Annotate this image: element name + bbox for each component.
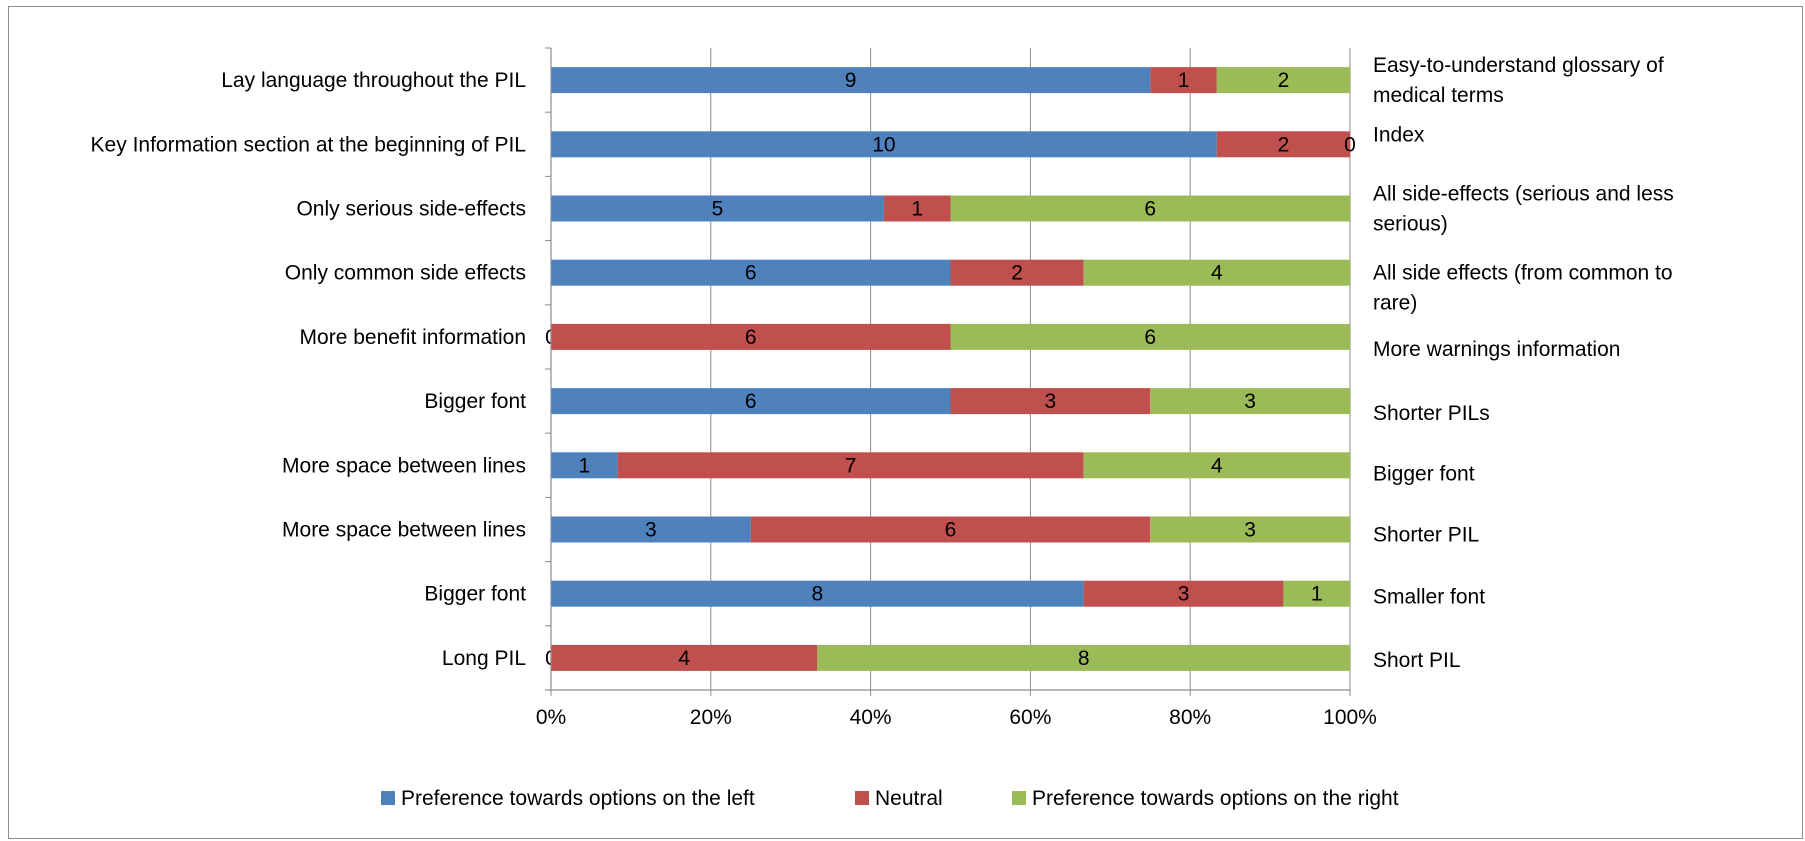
data-label: 8 — [811, 583, 823, 606]
data-label: 4 — [1211, 262, 1223, 285]
x-tick-label: 80% — [1169, 706, 1211, 729]
data-label: 4 — [678, 647, 690, 670]
bar-segment — [617, 452, 1084, 479]
bar-segment — [551, 131, 1217, 158]
right-option-label: Index — [1373, 123, 1425, 146]
data-label: 2 — [1011, 262, 1023, 285]
legend-label: Preference towards options on the left — [401, 787, 755, 810]
data-label: 3 — [1178, 583, 1190, 606]
data-label: 5 — [712, 198, 724, 221]
bar-segment — [1216, 131, 1350, 158]
data-label: 6 — [745, 390, 757, 413]
data-label: 6 — [745, 326, 757, 349]
right-labels: Easy-to-understand glossary of medical te… — [1373, 54, 1674, 672]
data-label: 1 — [578, 454, 590, 477]
bar-segment — [551, 580, 1084, 607]
data-label: 6 — [945, 519, 957, 542]
bar-segment — [950, 388, 1151, 415]
data-label: 1 — [1311, 583, 1323, 606]
data-label: 4 — [1211, 454, 1223, 477]
bar-segment — [750, 516, 1151, 543]
data-label: 6 — [745, 262, 757, 285]
left-option-label: More space between lines — [282, 454, 526, 477]
data-label: 2 — [1278, 133, 1290, 156]
data-label: 3 — [645, 519, 657, 542]
legend-swatch — [855, 791, 869, 805]
left-labels: Lay language throughout the PIL Key Infor… — [91, 69, 527, 670]
x-tick-label: 40% — [850, 706, 892, 729]
axes — [545, 47, 1351, 696]
data-label: 6 — [1144, 198, 1156, 221]
bar-segment — [551, 388, 951, 415]
right-option-label: Easy-to-understand glossary of medical te… — [1373, 54, 1664, 107]
right-option-label: All side effects (from common to rare) — [1373, 262, 1673, 315]
right-option-label: All side-effects (serious and less seriou… — [1373, 183, 1674, 236]
bar-segment — [817, 644, 1350, 671]
left-option-label: Key Information section at the beginning… — [91, 133, 526, 156]
data-label: 2 — [1278, 69, 1290, 92]
right-option-label: More warnings information — [1373, 338, 1620, 361]
right-option-label: Shorter PIL — [1373, 524, 1479, 547]
bar-segment — [1083, 259, 1350, 286]
legend: Preference towards options on the left Ne… — [381, 787, 1399, 810]
bar-segment — [950, 259, 1084, 286]
data-label: 1 — [911, 198, 923, 221]
legend-swatch — [381, 791, 395, 805]
x-tick-label: 20% — [690, 706, 732, 729]
legend-label: Preference towards options on the right — [1032, 787, 1399, 810]
bar-segment — [551, 644, 818, 671]
bar-segment — [1150, 67, 1217, 94]
bar-segment — [1083, 580, 1284, 607]
data-label: 0 — [1344, 133, 1356, 156]
bar-segment — [551, 516, 751, 543]
x-tick-labels: 0% 20% 40% 60% 80% 100% — [536, 706, 1377, 729]
x-tick-label: 100% — [1323, 706, 1377, 729]
data-label: 7 — [845, 454, 857, 477]
data-label: 3 — [1244, 519, 1256, 542]
bar-segment — [950, 195, 1350, 222]
bar-segment — [551, 452, 618, 479]
bar-segment — [1283, 580, 1350, 607]
right-option-label: Smaller font — [1373, 586, 1485, 609]
data-label: 3 — [1045, 390, 1057, 413]
left-option-label: More space between lines — [282, 519, 526, 542]
bar-segment — [1083, 452, 1350, 479]
x-tick-label: 60% — [1009, 706, 1051, 729]
left-option-label: Only common side effects — [285, 262, 526, 285]
bar-segment — [551, 323, 951, 350]
x-tick-label: 0% — [536, 706, 566, 729]
bar-segment — [950, 323, 1350, 350]
data-label: 6 — [1144, 326, 1156, 349]
left-option-label: Only serious side-effects — [296, 198, 526, 221]
left-option-label: Bigger font — [424, 583, 526, 606]
left-option-label: Lay language throughout the PIL — [221, 69, 526, 92]
bar-segment — [1150, 388, 1350, 415]
bars: 9121020516624066633174363831048 — [545, 67, 1356, 671]
data-label: 8 — [1078, 647, 1090, 670]
legend-label: Neutral — [875, 787, 943, 810]
data-label: 3 — [1244, 390, 1256, 413]
left-option-label: More benefit information — [300, 326, 526, 349]
bar-segment — [883, 195, 951, 222]
bar-segment — [1216, 67, 1350, 94]
legend-swatch — [1012, 791, 1026, 805]
data-label: 1 — [1178, 69, 1190, 92]
right-option-label: Short PIL — [1373, 649, 1461, 672]
left-option-label: Bigger font — [424, 390, 526, 413]
bar-segment — [1150, 516, 1350, 543]
right-option-label: Shorter PILs — [1373, 402, 1490, 425]
bar-segment — [551, 67, 1151, 94]
data-label: 9 — [845, 69, 857, 92]
data-label: 10 — [872, 133, 895, 156]
bar-segment — [551, 259, 951, 286]
right-option-label: Bigger font — [1373, 462, 1475, 485]
left-option-label: Long PIL — [442, 647, 526, 670]
bar-segment — [551, 195, 884, 222]
